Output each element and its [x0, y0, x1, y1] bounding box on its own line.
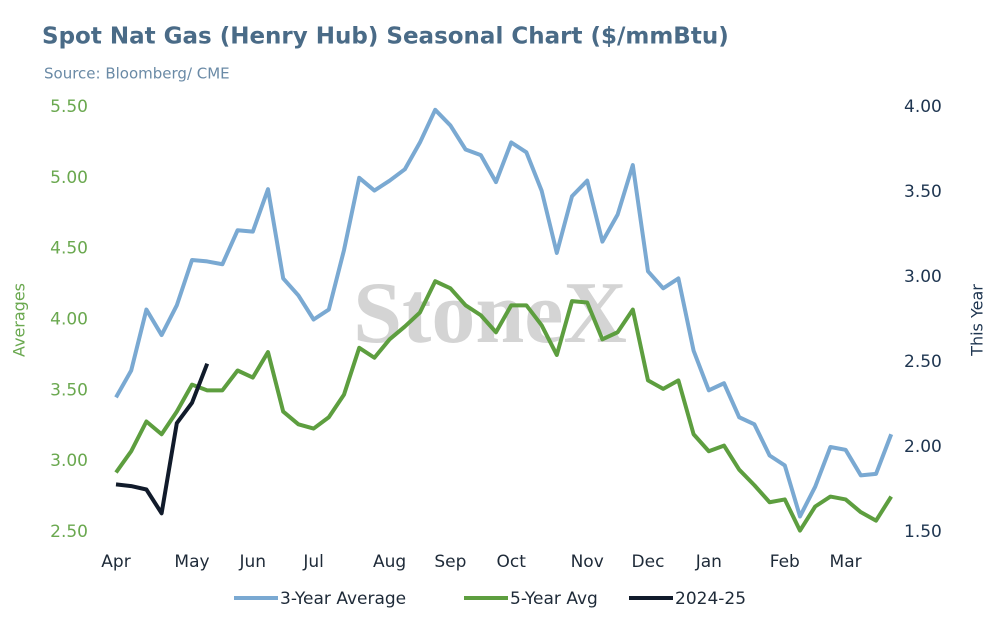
y2-axis-label: This Year [968, 284, 987, 357]
y-tick-label: 5.00 [50, 168, 88, 188]
y-tick-label: 3.50 [50, 380, 88, 400]
watermark: StoneX [353, 265, 627, 362]
x-tick-label: Jan [695, 552, 722, 572]
x-tick-label: Oct [496, 552, 526, 572]
legend-label: 2024-25 [675, 589, 746, 609]
y2-tick-label: 4.00 [904, 97, 942, 117]
x-tick-label: May [174, 552, 209, 572]
y-tick-label: 3.00 [50, 451, 88, 471]
x-tick-label: Apr [101, 552, 130, 572]
y2-tick-label: 3.50 [904, 182, 942, 202]
legend-label: 3-Year Average [280, 589, 406, 609]
x-tick-label: Mar [830, 552, 862, 572]
y2-tick-label: 2.50 [904, 352, 942, 372]
y-tick-label: 5.50 [50, 97, 88, 117]
y2-tick-label: 3.00 [904, 267, 942, 287]
y-tick-label: 4.50 [50, 239, 88, 259]
x-tick-label: Jul [302, 552, 324, 572]
x-tick-label: Dec [632, 552, 665, 572]
y2-tick-label: 2.00 [904, 437, 942, 457]
series-line [115, 362, 210, 516]
y2-tick-label: 1.50 [904, 522, 942, 542]
series-line [114, 107, 894, 519]
chart-subtitle: Source: Bloomberg/ CME [44, 65, 230, 83]
x-tick-label: Jun [239, 552, 267, 572]
series-line [114, 279, 893, 533]
x-tick-label: Aug [373, 552, 406, 572]
legend-label: 5-Year Avg [510, 589, 598, 609]
x-tick-label: Feb [770, 552, 800, 572]
y-axis-label: Averages [10, 283, 29, 357]
x-tick-label: Sep [434, 552, 466, 572]
chart-title: Spot Nat Gas (Henry Hub) Seasonal Chart … [42, 24, 729, 50]
x-tick-label: Nov [571, 552, 604, 572]
y-tick-label: 2.50 [50, 522, 88, 542]
y-tick-label: 4.00 [50, 310, 88, 330]
